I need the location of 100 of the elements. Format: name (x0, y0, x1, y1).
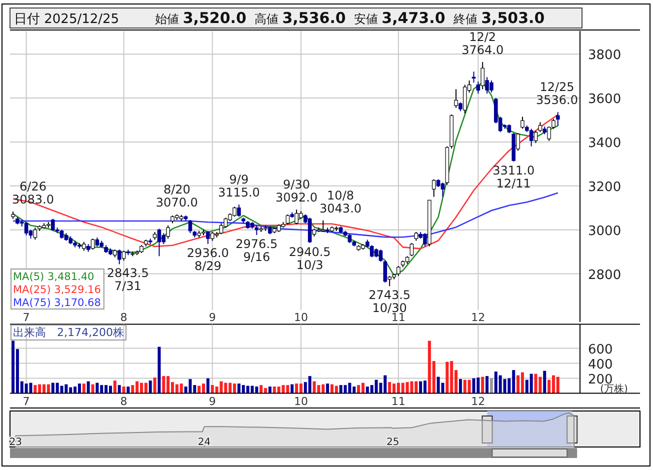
y-tick-label: 400 (588, 357, 613, 372)
x-tick-label: 11 (391, 311, 406, 324)
candlestick (462, 84, 467, 114)
candlestick (480, 61, 484, 90)
y-tick-label: 3200 (588, 180, 622, 195)
annotation: 3311.0 12/11 (492, 163, 535, 190)
bar (348, 382, 352, 394)
annotation: 6/26 3083.0 (12, 180, 54, 207)
candlestick (538, 122, 542, 133)
bar (490, 378, 493, 394)
bar (91, 384, 94, 394)
bar (388, 382, 392, 394)
annotation: 9/9 3115.0 (218, 172, 260, 200)
y-tick-label: 2800 (588, 268, 622, 283)
bar (374, 380, 378, 394)
annotation: 2976.5 9/16 (236, 236, 278, 264)
candlestick (157, 228, 162, 257)
bar (486, 376, 489, 394)
bar (299, 384, 302, 394)
bar (96, 382, 99, 394)
candlestick (33, 227, 38, 240)
x-tick-label: 9 (208, 395, 216, 408)
x-tick-label: 10 (294, 395, 308, 408)
bar (534, 374, 538, 394)
bar (153, 378, 156, 394)
x-tick-label: 7 (22, 311, 30, 324)
candlestick (396, 266, 400, 276)
bar (118, 385, 121, 394)
x-tick-label: 8 (120, 395, 128, 408)
x-tick-label: 12 (471, 311, 486, 324)
bar (548, 380, 551, 394)
candlestick (529, 128, 534, 147)
annotation: 9/30 3092.0 (276, 178, 318, 205)
candlestick (162, 232, 166, 245)
bar (530, 374, 533, 394)
bar (436, 376, 440, 394)
bar (122, 386, 126, 394)
bar (361, 382, 364, 394)
bar (308, 376, 312, 394)
candlestick (24, 222, 28, 236)
x-tick-label: 9 (208, 311, 216, 324)
bar (126, 386, 130, 394)
bar (29, 382, 32, 394)
candlestick (370, 244, 374, 258)
bar (86, 381, 90, 394)
bar (277, 386, 280, 394)
bar (60, 386, 64, 394)
x-tick-label: 24 (198, 437, 211, 448)
bar (24, 384, 28, 394)
candlestick (50, 218, 55, 232)
chart-subtitle: 始値 3,520.0 高値 3,536.0 安値 3,473.0 終値 3,503.0 (155, 9, 545, 27)
bar (113, 380, 116, 394)
candlestick (534, 130, 538, 144)
chart-title: 出来高 2,174,200株 (13, 326, 124, 339)
bar (498, 375, 502, 394)
bar (148, 380, 152, 394)
candlestick (117, 249, 122, 265)
candlestick (440, 182, 445, 198)
bar (344, 385, 347, 394)
bar (295, 384, 298, 394)
bar (538, 376, 542, 394)
candlestick (188, 219, 192, 234)
bar (56, 382, 59, 394)
bar (131, 385, 134, 394)
candlestick (520, 116, 524, 130)
bar (206, 378, 210, 394)
bar (326, 384, 330, 394)
candlestick (378, 249, 383, 262)
candlestick (219, 222, 224, 235)
bar (46, 384, 50, 394)
bar (162, 376, 166, 394)
y-tick-label: 3800 (588, 48, 622, 64)
bar (188, 379, 192, 394)
candlestick (286, 214, 290, 225)
annotation: 12/2 3764.0 (462, 30, 504, 57)
candlestick (321, 220, 326, 233)
bar (246, 386, 250, 394)
y-tick-label: 3000 (588, 224, 622, 239)
bar (556, 376, 560, 394)
bar (458, 379, 462, 394)
bar (503, 379, 506, 394)
candlestick (308, 217, 312, 244)
bar (180, 384, 183, 394)
annotation: 2936.0 8/29 (186, 246, 229, 273)
bar (472, 378, 476, 394)
x-tick-label: 7 (22, 395, 30, 408)
bar (410, 381, 414, 394)
bar (158, 346, 161, 394)
annotation: 8/20 3070.0 (156, 182, 198, 210)
bar (282, 385, 285, 394)
y-tick-label: 600 (588, 342, 613, 358)
bar (268, 386, 272, 394)
y-tick-label: 3600 (588, 92, 622, 108)
bar (312, 381, 316, 394)
bar (82, 384, 86, 394)
bar (357, 385, 360, 394)
candlestick (556, 112, 560, 126)
candlestick (476, 81, 480, 94)
candlestick (206, 230, 210, 244)
bar (468, 380, 471, 394)
